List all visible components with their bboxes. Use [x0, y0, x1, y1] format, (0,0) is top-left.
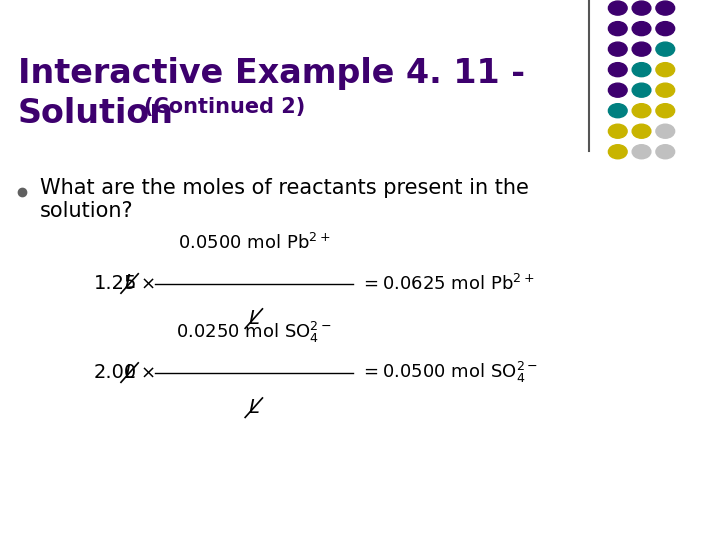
Text: Solution: Solution — [18, 97, 174, 130]
Text: $= 0.0625\ \mathrm{mol\ Pb}^{2+}$: $= 0.0625\ \mathrm{mol\ Pb}^{2+}$ — [360, 273, 534, 294]
Text: $\times$: $\times$ — [140, 363, 155, 382]
Text: $\mathit{L}$: $\mathit{L}$ — [124, 274, 135, 293]
Text: $0.0500\ \mathrm{mol\ Pb}^{2+}$: $0.0500\ \mathrm{mol\ Pb}^{2+}$ — [178, 233, 330, 253]
Text: 1.25: 1.25 — [94, 274, 137, 293]
Text: $\mathit{L}$: $\mathit{L}$ — [124, 363, 135, 382]
Text: 2.00: 2.00 — [94, 363, 137, 382]
Text: (Continued 2): (Continued 2) — [144, 97, 305, 117]
Text: solution?: solution? — [40, 201, 133, 221]
Text: $\times$: $\times$ — [140, 274, 155, 293]
Text: What are the moles of reactants present in the: What are the moles of reactants present … — [40, 178, 528, 198]
Text: $= 0.0500\ \mathrm{mol\ SO}_4^{2-}$: $= 0.0500\ \mathrm{mol\ SO}_4^{2-}$ — [360, 360, 538, 385]
Text: $\mathit{L}$: $\mathit{L}$ — [248, 309, 260, 328]
Text: Interactive Example 4. 11 -: Interactive Example 4. 11 - — [18, 57, 525, 90]
Text: $0.0250\ \mathrm{mol\ SO}_4^{2-}$: $0.0250\ \mathrm{mol\ SO}_4^{2-}$ — [176, 320, 332, 345]
Text: $\mathit{L}$: $\mathit{L}$ — [248, 399, 260, 417]
